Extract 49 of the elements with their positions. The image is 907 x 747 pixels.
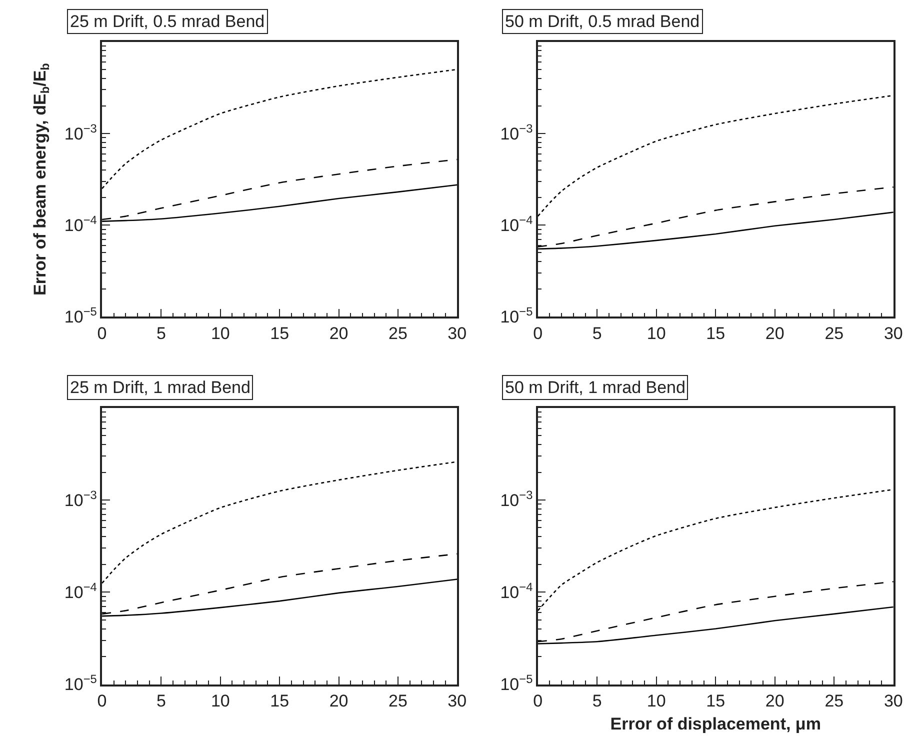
x-tick-label: 20 [329,691,348,710]
x-tick-label: 25 [824,324,844,343]
x-tick-label: 5 [592,324,602,343]
chart-title: 25 m Drift, 0.5 mrad Bend [70,12,265,31]
y-tick-label: 10$^{−4}$ [64,212,98,236]
x-tick-label: 0 [533,324,543,343]
x-tick-label: 30 [884,691,903,710]
x-tick-label: 25 [388,324,408,343]
y-tick-label: 10$^{−3}$ [500,488,534,510]
x-tick-label: 20 [765,324,784,343]
x-tick-label: 10 [210,691,230,710]
x-tick-label: 20 [765,691,784,710]
x-tick-label: 25 [388,691,408,710]
x-tick-label: 10 [646,691,666,710]
x-tick-label: 15 [706,691,726,710]
x-tick-label: 10 [210,324,230,343]
y-tick-label: 10$^{−3}$ [64,488,98,510]
line-series [102,461,458,584]
x-tick-label: 30 [448,324,467,343]
x-tick-label: 0 [533,691,543,710]
line-series [102,68,458,190]
x-tick-label: 20 [329,324,348,343]
chart-title: 50 m Drift, 0.5 mrad Bend [505,12,700,31]
x-axis-title: Error of displacement, μm [610,714,821,734]
chart-title: 25 m Drift, 1 mrad Bend [70,378,250,397]
y-tick-label: 10$^{−3}$ [64,121,98,144]
y-tick-label: 10$^{−4}$ [500,580,534,602]
y-tick-label: 10$^{−4}$ [500,212,534,236]
x-tick-label: 5 [156,324,166,343]
chart-title: 50 m Drift, 1 mrad Bend [505,378,686,397]
x-tick-label: 5 [156,691,166,710]
line-series [538,94,894,217]
x-tick-label: 15 [270,324,290,343]
y-tick-label: 10$^{−3}$ [500,121,534,144]
y-tick-label: 10$^{−4}$ [64,580,98,602]
y-tick-label: 10$^{−5}$ [64,304,98,327]
x-tick-label: 10 [646,324,666,343]
y-tick-label: 10$^{−5}$ [500,672,534,694]
y-tick-label: 10$^{−5}$ [500,304,534,327]
x-tick-label: 15 [270,691,290,710]
x-tick-label: 5 [592,691,602,710]
x-tick-label: 0 [97,691,107,710]
x-tick-label: 30 [884,324,903,343]
x-tick-label: 15 [706,324,726,343]
x-tick-label: 30 [448,691,467,710]
line-series [538,488,894,612]
x-tick-label: 0 [97,324,107,343]
x-tick-label: 25 [824,691,844,710]
y-tick-label: 10$^{−5}$ [64,672,98,694]
